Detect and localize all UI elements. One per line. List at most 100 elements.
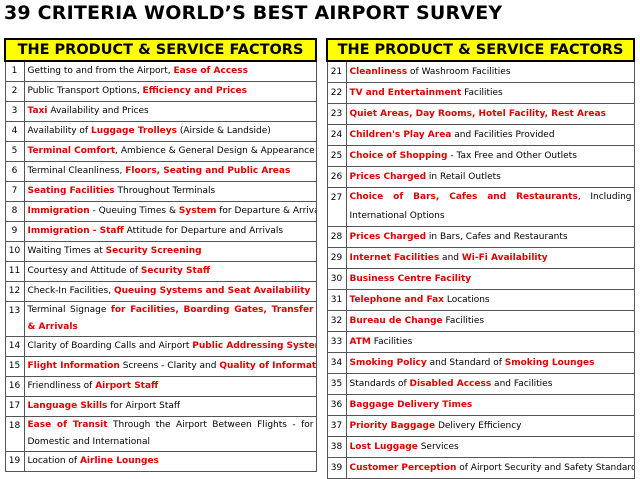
criterion-text: Taxi Availability and Prices (23, 101, 317, 122)
row-number: 1 (4, 60, 25, 82)
table-header-row: THE PRODUCT & SERVICE FACTORS (4, 38, 317, 62)
row-number: 21 (326, 60, 347, 83)
row-number: 17 (4, 396, 25, 417)
plain-text: Availability and Prices (47, 106, 149, 116)
table-row: 25 Choice of Shopping - Tax Free and Othe… (326, 145, 635, 167)
highlight-text: Taxi (27, 106, 48, 116)
table-row: 16 Friendliness of Airport Staff (4, 376, 317, 397)
row-number: 24 (326, 124, 347, 146)
highlight-text: Prices Charged (349, 232, 427, 242)
plain-text: Location of (27, 456, 80, 466)
highlight-text: Quality of Information (219, 361, 316, 371)
plain-text: of Airport Security and Safety Standards (456, 463, 634, 473)
plain-text: Availability of (27, 126, 91, 136)
table-row: 36 Baggage Delivery Times (326, 394, 635, 416)
table-row: 3 Taxi Availability and Prices (4, 101, 317, 122)
row-number: 36 (326, 394, 347, 416)
page-title: 39 CRITERIA WORLD’S BEST AIRPORT SURVEY (4, 2, 503, 24)
highlight-text: Flight Information (27, 361, 120, 371)
criterion-text: TV and Entertainment Facilities (345, 82, 635, 104)
row-number: 26 (326, 166, 347, 188)
highlight-text: Smoking Lounges (504, 358, 595, 368)
table-row: 7 Seating Facilities Throughout Terminals (4, 181, 317, 202)
plain-text: in Retail Outlets (426, 172, 501, 182)
table-row: 27 Choice of Bars, Cafes and Restaurants,… (326, 187, 635, 227)
criterion-text: Clarity of Boarding Calls and Airport Pu… (23, 336, 317, 357)
table-row: 24 Children's Play Area and Facilities Pr… (326, 124, 635, 146)
row-number: 19 (4, 451, 25, 472)
row-number: 5 (4, 141, 25, 162)
highlight-text: Quiet Areas, Day Rooms, Hotel Facility, … (349, 109, 606, 119)
highlight-text: Wi-Fi Availability (461, 253, 548, 263)
highlight-text: Internet Facilities (349, 253, 440, 263)
criterion-text: Immigration - Queuing Times & System for… (23, 201, 317, 222)
table-row: 1 Getting to and from the Airport, Ease o… (4, 60, 317, 82)
row-number: 7 (4, 181, 25, 202)
highlight-text: Language Skills (27, 401, 108, 411)
row-number: 4 (4, 121, 25, 142)
table-row: 32 Bureau de Change Facilities (326, 310, 635, 332)
table-row: 9 Immigration - Staff Attitude for Depart… (4, 221, 317, 242)
criterion-text: Getting to and from the Airport, Ease of… (23, 60, 317, 82)
criterion-text: Location of Airline Lounges (23, 451, 317, 472)
table-row: 19 Location of Airline Lounges (4, 451, 317, 472)
highlight-text: Ease of Access (173, 66, 249, 76)
row-number: 27 (326, 187, 347, 227)
highlight-text: Choice of Bars, Cafes and Restaurants (349, 192, 578, 202)
criterion-text: Courtesy and Attitude of Security Staff (23, 261, 317, 282)
criterion-text: Lost Luggage Services (345, 436, 635, 458)
plain-text: Terminal Cleanliness, (27, 166, 126, 176)
row-number: 2 (4, 81, 25, 102)
highlight-text: Lost Luggage (349, 442, 418, 452)
highlight-text: Customer Perception (349, 463, 457, 473)
table-row: 2 Public Transport Options, Efficiency an… (4, 81, 317, 102)
right-factors-table: THE PRODUCT & SERVICE FACTORS 21 Cleanlin… (326, 38, 635, 479)
plain-text: Public Transport Options, (27, 86, 143, 96)
table-row: 39 Customer Perception of Airport Securit… (326, 457, 635, 479)
row-number: 23 (326, 103, 347, 125)
highlight-text: Choice of Shopping (349, 151, 448, 161)
plain-text: Clarity of Boarding Calls and Airport (27, 341, 193, 351)
highlight-text: Business Centre Facility (349, 274, 472, 284)
table-row: 21 Cleanliness of Washroom Facilities (326, 60, 635, 83)
table-row: 23 Quiet Areas, Day Rooms, Hotel Facility… (326, 103, 635, 125)
plain-text: for Airport Staff (107, 401, 181, 411)
plain-text: of Washroom Facilities (407, 67, 511, 77)
highlight-text: Security Screening (105, 246, 202, 256)
table-row: 38 Lost Luggage Services (326, 436, 635, 458)
plain-text: Facilities (461, 88, 503, 98)
table-row: 18 Ease of Transit Through the Airport Be… (4, 416, 317, 452)
criterion-text: Immigration - Staff Attitude for Departu… (23, 221, 317, 242)
row-number: 16 (4, 376, 25, 397)
row-number: 29 (326, 247, 347, 269)
table-row: 22 TV and Entertainment Facilities (326, 82, 635, 104)
plain-text: and (439, 253, 462, 263)
highlight-text: Bureau de Change (349, 316, 443, 326)
table-row: 29 Internet Facilities and Wi-Fi Availabi… (326, 247, 635, 269)
criterion-text: Standards of Disabled Access and Facilit… (345, 373, 635, 395)
row-number: 32 (326, 310, 347, 332)
row-number: 18 (4, 416, 25, 452)
highlight-text: Security Staff (140, 266, 211, 276)
table-row: 31 Telephone and Fax Locations (326, 289, 635, 311)
highlight-text: Immigration (27, 206, 90, 216)
row-number: 13 (4, 301, 25, 337)
plain-text: Courtesy and Attitude of (27, 266, 141, 276)
row-number: 37 (326, 415, 347, 437)
row-number: 22 (326, 82, 347, 104)
plain-text: Services (417, 442, 459, 452)
criterion-text: Prices Charged in Retail Outlets (345, 166, 635, 188)
table-row: 33 ATM Facilities (326, 331, 635, 353)
plain-text: Screens - Clarity and (119, 361, 220, 371)
table-row: 4 Availability of Luggage Trolleys (Airsi… (4, 121, 317, 142)
plain-text: Facilities (370, 337, 413, 347)
table-row: 35 Standards of Disabled Access and Facil… (326, 373, 635, 395)
highlight-text: Priority Baggage (349, 421, 436, 431)
criterion-text: Language Skills for Airport Staff (23, 396, 317, 417)
table-row: 30 Business Centre Facility (326, 268, 635, 290)
highlight-text: Queuing Systems and Seat Availability (113, 286, 311, 296)
highlight-text: Children's Play Area (349, 130, 452, 140)
left-factors-table: THE PRODUCT & SERVICE FACTORS 1 Getting t… (4, 38, 317, 472)
row-number: 8 (4, 201, 25, 222)
criterion-text: Check-In Facilities, Queuing Systems and… (23, 281, 317, 302)
